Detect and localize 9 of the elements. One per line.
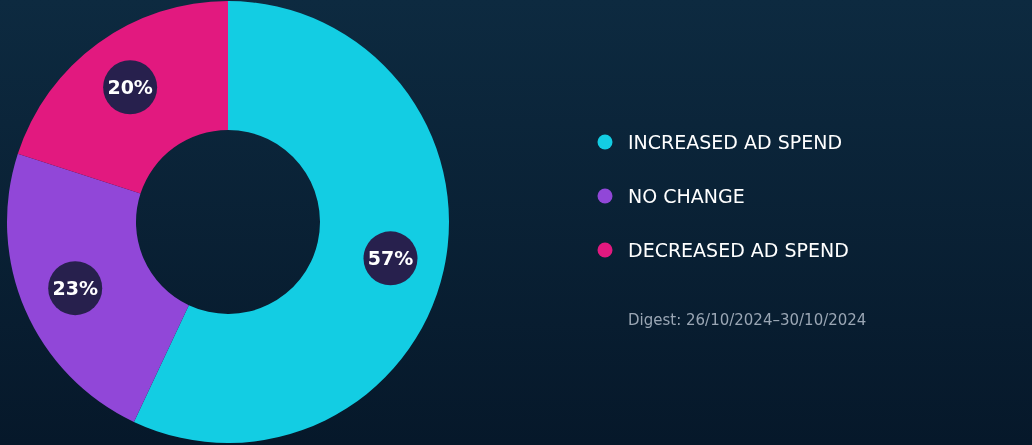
- legend-label: DECREASED AD SPEND: [628, 238, 849, 261]
- text: Digest: 26/10/2024–30/10/2024: [628, 311, 867, 330]
- donut-slice: [17, 1, 228, 194]
- legend-label: NO CHANGE: [628, 184, 745, 207]
- data-label: 20%: [107, 75, 153, 98]
- data-label: 23%: [52, 276, 98, 299]
- legend-label: INCREASED AD SPEND: [628, 130, 843, 153]
- donut-slice: [7, 153, 189, 422]
- data-label: 57%: [367, 246, 414, 269]
